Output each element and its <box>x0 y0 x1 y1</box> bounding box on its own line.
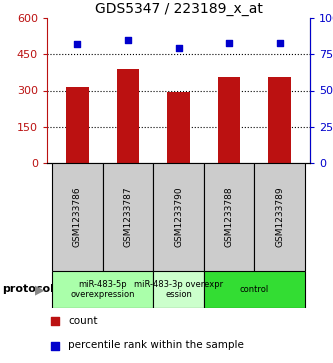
Bar <box>167 92 190 163</box>
Bar <box>254 163 305 271</box>
Text: miR-483-3p overexpr
ession: miR-483-3p overexpr ession <box>134 280 223 299</box>
Bar <box>117 69 139 163</box>
Text: GSM1233786: GSM1233786 <box>73 187 82 247</box>
Text: protocol: protocol <box>2 285 54 294</box>
Bar <box>153 163 204 271</box>
Text: percentile rank within the sample: percentile rank within the sample <box>68 340 244 351</box>
Title: GDS5347 / 223189_x_at: GDS5347 / 223189_x_at <box>95 1 262 16</box>
Text: GSM1233790: GSM1233790 <box>174 187 183 247</box>
Point <box>52 343 58 348</box>
Bar <box>218 77 240 163</box>
Bar <box>268 77 291 163</box>
Text: ▶: ▶ <box>35 283 45 296</box>
Bar <box>153 271 204 308</box>
Point <box>277 40 282 45</box>
Text: GSM1233789: GSM1233789 <box>275 187 284 247</box>
Text: count: count <box>68 315 98 326</box>
Text: GSM1233788: GSM1233788 <box>224 187 233 247</box>
Point <box>125 37 131 43</box>
Point <box>176 45 181 51</box>
Point <box>75 41 80 47</box>
Text: GSM1233787: GSM1233787 <box>124 187 133 247</box>
Bar <box>52 163 103 271</box>
Bar <box>52 271 153 308</box>
Point <box>226 40 232 45</box>
Bar <box>66 87 89 163</box>
Bar <box>204 271 305 308</box>
Text: control: control <box>240 285 269 294</box>
Bar <box>204 163 254 271</box>
Point <box>52 318 58 323</box>
Bar <box>103 163 153 271</box>
Text: miR-483-5p
overexpression: miR-483-5p overexpression <box>70 280 135 299</box>
